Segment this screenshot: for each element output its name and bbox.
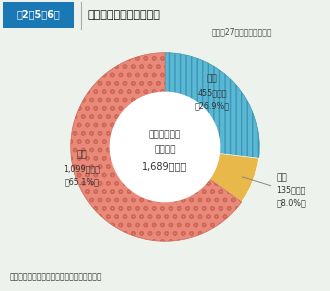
Text: 救急業務実施: 救急業務実施 — [149, 130, 181, 139]
Text: （備考）「救急業務実施状況調」により作成: （備考）「救急業務実施状況調」により作成 — [10, 273, 102, 282]
Text: 委託: 委託 — [276, 173, 287, 182]
Text: （26.9%）: （26.9%） — [195, 101, 230, 110]
Text: 単独: 単独 — [207, 74, 217, 84]
Text: 135市町村: 135市町村 — [276, 186, 306, 195]
Wedge shape — [210, 153, 259, 202]
FancyBboxPatch shape — [3, 2, 74, 28]
Text: （8.0%）: （8.0%） — [276, 198, 306, 207]
Text: （65.1%）: （65.1%） — [65, 177, 99, 186]
Wedge shape — [71, 53, 242, 241]
Text: 1,099市町村: 1,099市町村 — [64, 164, 100, 173]
Text: 455市町村: 455市町村 — [197, 89, 227, 98]
Text: 1,689市町村: 1,689市町村 — [142, 161, 188, 171]
Circle shape — [110, 92, 220, 202]
Text: 組合: 組合 — [77, 150, 87, 159]
Text: 市町村数: 市町村数 — [154, 145, 176, 154]
Text: 救急業務実施形態の内訳: 救急業務実施形態の内訳 — [87, 10, 160, 20]
Wedge shape — [165, 53, 259, 158]
Text: 第2－5－6図: 第2－5－6図 — [16, 10, 60, 20]
Text: （平成27年４月１日現在）: （平成27年４月１日現在） — [212, 27, 273, 36]
